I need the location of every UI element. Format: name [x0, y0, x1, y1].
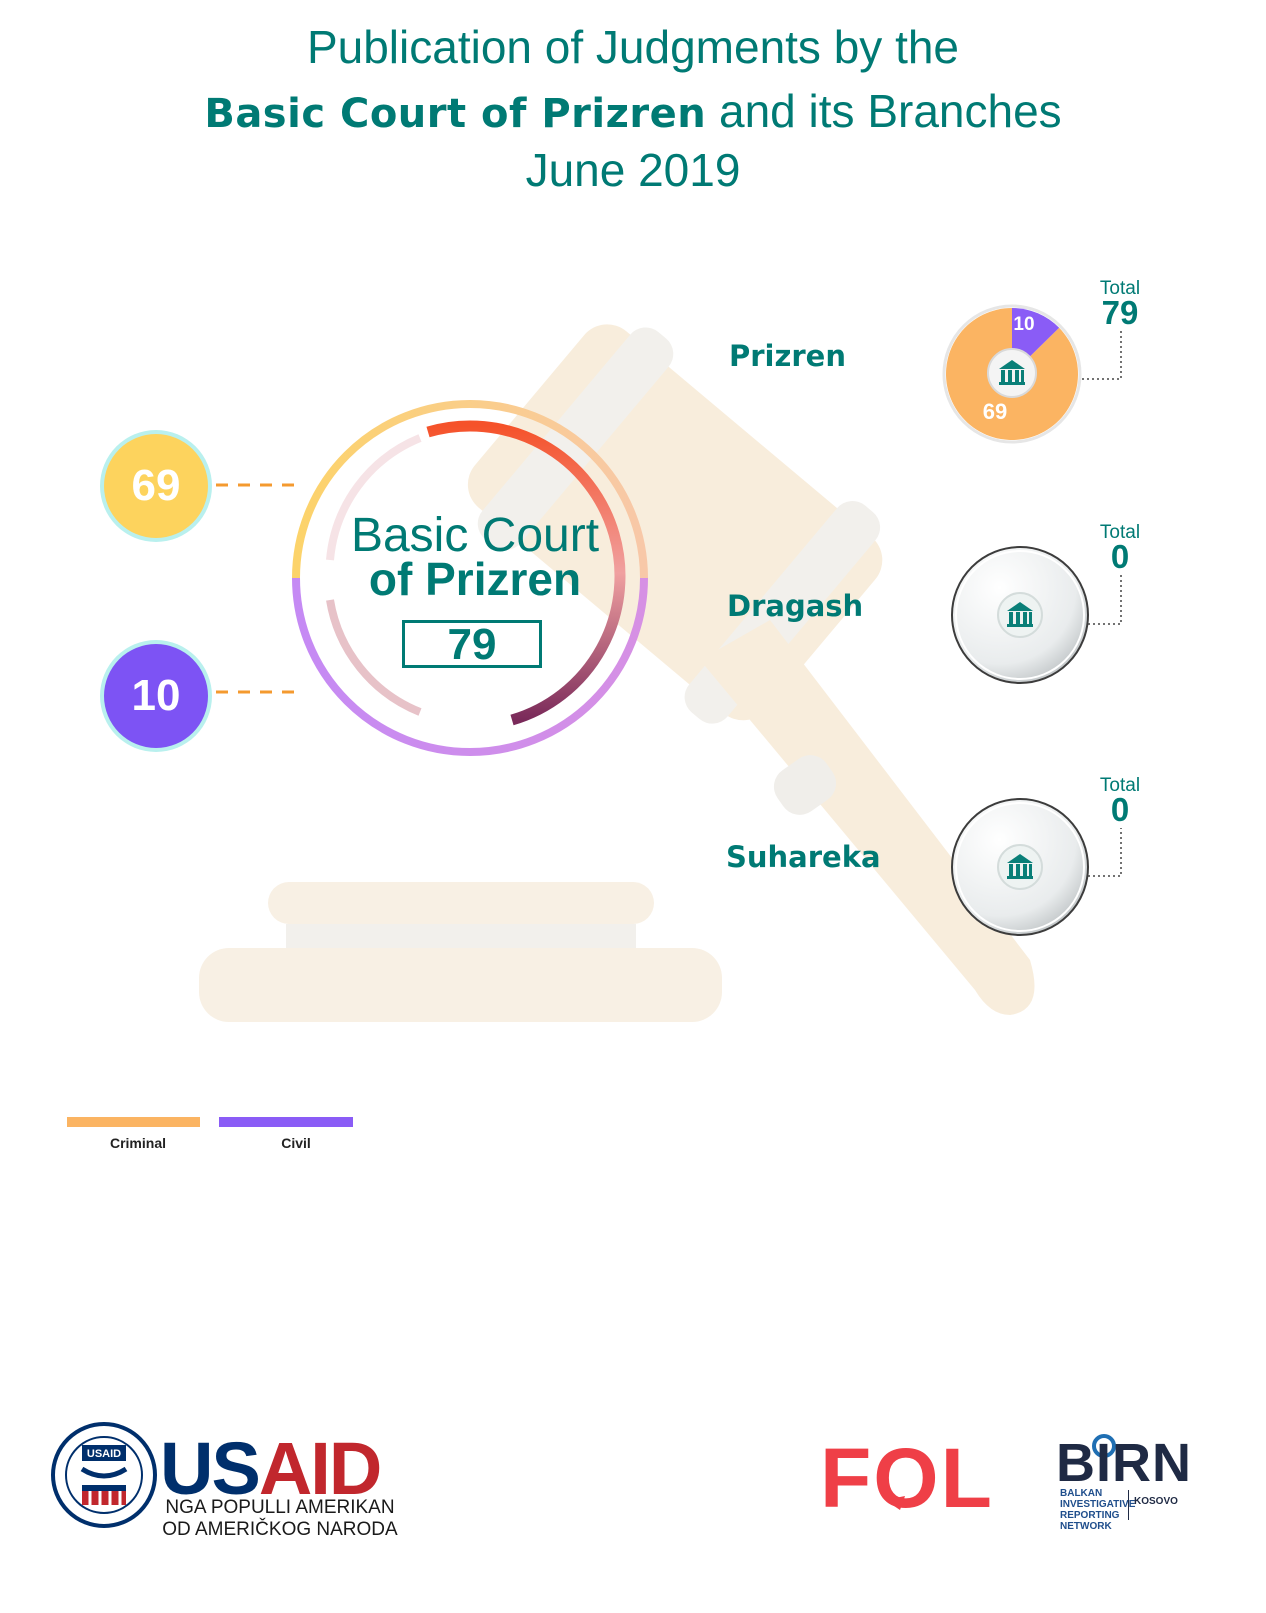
legend-label-criminal: Criminal [109, 1135, 166, 1151]
usaid-tagline-1: NGA POPULLI AMERIKAN [165, 1497, 395, 1518]
usaid-logo: USAID [160, 1432, 382, 1506]
total-connector [1082, 330, 1122, 380]
total-connector [1088, 575, 1122, 625]
criminal-count-bubble: 69 [104, 434, 208, 538]
total-value-suhareka: 0 [1110, 791, 1130, 828]
branch-name-suhareka: Suhareka [726, 840, 881, 874]
total-label: Total [1099, 775, 1141, 796]
birn-logo: BIRN [1056, 1433, 1192, 1493]
inner-ring-faint [326, 434, 422, 561]
birn-logo-kosovo: KOSOVO [1134, 1496, 1178, 1507]
usaid-logo-aid: AID [258, 1427, 382, 1510]
court-icon [997, 592, 1043, 638]
pie-label-civil: 10 [1013, 314, 1034, 335]
total-value-dragash: 0 [1110, 538, 1130, 575]
court-name-line1: Basic Court [350, 509, 600, 562]
usaid-logo-us: US [160, 1427, 261, 1510]
ring-bottom-arc [292, 577, 648, 756]
legend-swatch-civil [219, 1117, 353, 1127]
court-icon [997, 844, 1043, 890]
chart-title-line2: Basic Court of Prizren and its Branches [0, 84, 1266, 138]
chart-title-date: June 2019 [525, 144, 741, 196]
inner-ring-arc [426, 420, 626, 726]
total-label: Total [1099, 522, 1141, 543]
total-connector [1088, 828, 1122, 877]
branch-name-dragash: Dragash [727, 589, 864, 623]
birn-logo-subtitle: BALKAN INVESTIGATIVE REPORTING NETWORK [1060, 1488, 1136, 1532]
legend-label-civil: Civil [281, 1135, 311, 1151]
usaid-tagline-2: OD AMERIČKOG NARODA [162, 1519, 398, 1540]
court-icon [987, 348, 1037, 398]
usaid-seal: USAID [51, 1422, 157, 1528]
court-total-box: 79 [402, 620, 542, 668]
pie-label-criminal: 69 [983, 399, 1007, 424]
total-label: Total [1099, 278, 1141, 299]
birn-magnifier-icon [1092, 1434, 1116, 1458]
chart-title-rest: and its Branches [706, 85, 1062, 137]
total-value-prizren: 79 [1101, 294, 1139, 331]
court-name-line2: of Prizren [368, 553, 582, 605]
svg-text:USAID: USAID [87, 1448, 121, 1460]
ring-top-arc [292, 400, 648, 579]
fol-bubble-tail [885, 1496, 905, 1510]
gavel-background [199, 324, 1035, 1022]
chart-title-bold: Basic Court of Prizren [204, 91, 707, 137]
inner-ring-faint-left [326, 599, 422, 716]
birn-divider [1128, 1490, 1129, 1520]
legend-swatch-criminal [67, 1117, 200, 1127]
civil-count-bubble: 10 [104, 644, 208, 748]
chart-title-line1: Publication of Judgments by the [306, 21, 960, 73]
branch-name-prizren: Prizren [729, 339, 846, 373]
fol-logo: FOL [820, 1431, 994, 1525]
